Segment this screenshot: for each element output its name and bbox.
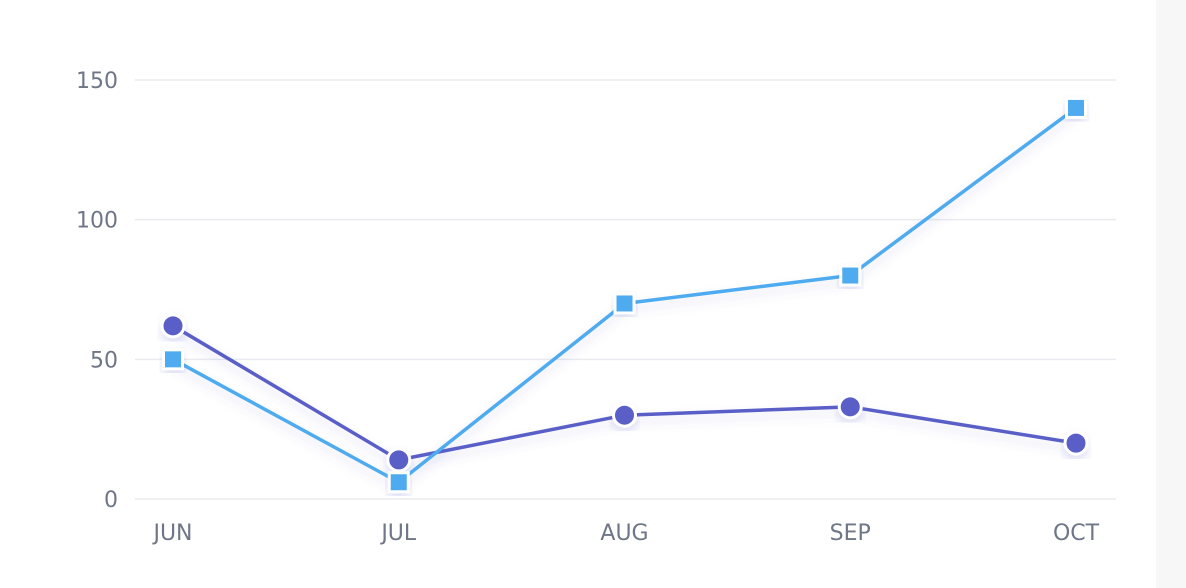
y-tick-label: 100 xyxy=(76,209,118,234)
data-point[interactable] xyxy=(613,292,636,315)
series-group xyxy=(160,96,1089,494)
data-point[interactable] xyxy=(1065,96,1087,119)
series-line xyxy=(171,324,1078,462)
data-point[interactable] xyxy=(612,402,637,428)
y-tick-label: 50 xyxy=(90,348,118,373)
x-tick-label: SEP xyxy=(830,521,871,546)
data-point[interactable] xyxy=(386,447,412,473)
y-tick-label: 0 xyxy=(104,488,118,513)
gridlines xyxy=(135,79,1116,500)
data-point[interactable] xyxy=(387,471,410,494)
data-point[interactable] xyxy=(1063,430,1089,456)
data-point[interactable] xyxy=(837,394,863,420)
data-point[interactable] xyxy=(839,264,862,287)
y-axis: 0 50 100 150 xyxy=(76,69,118,513)
series-2 xyxy=(162,96,1087,494)
x-tick-label: JUL xyxy=(379,521,417,546)
series-1 xyxy=(160,313,1089,473)
data-point[interactable] xyxy=(160,313,186,339)
y-tick-label: 150 xyxy=(76,69,118,94)
data-point[interactable] xyxy=(162,348,184,371)
x-axis: JUN JUL AUG SEP OCT xyxy=(151,521,1099,546)
x-tick-label: JUN xyxy=(151,521,192,546)
x-tick-label: AUG xyxy=(600,521,648,546)
scroll-gutter xyxy=(1156,0,1186,588)
x-tick-label: OCT xyxy=(1053,521,1100,546)
